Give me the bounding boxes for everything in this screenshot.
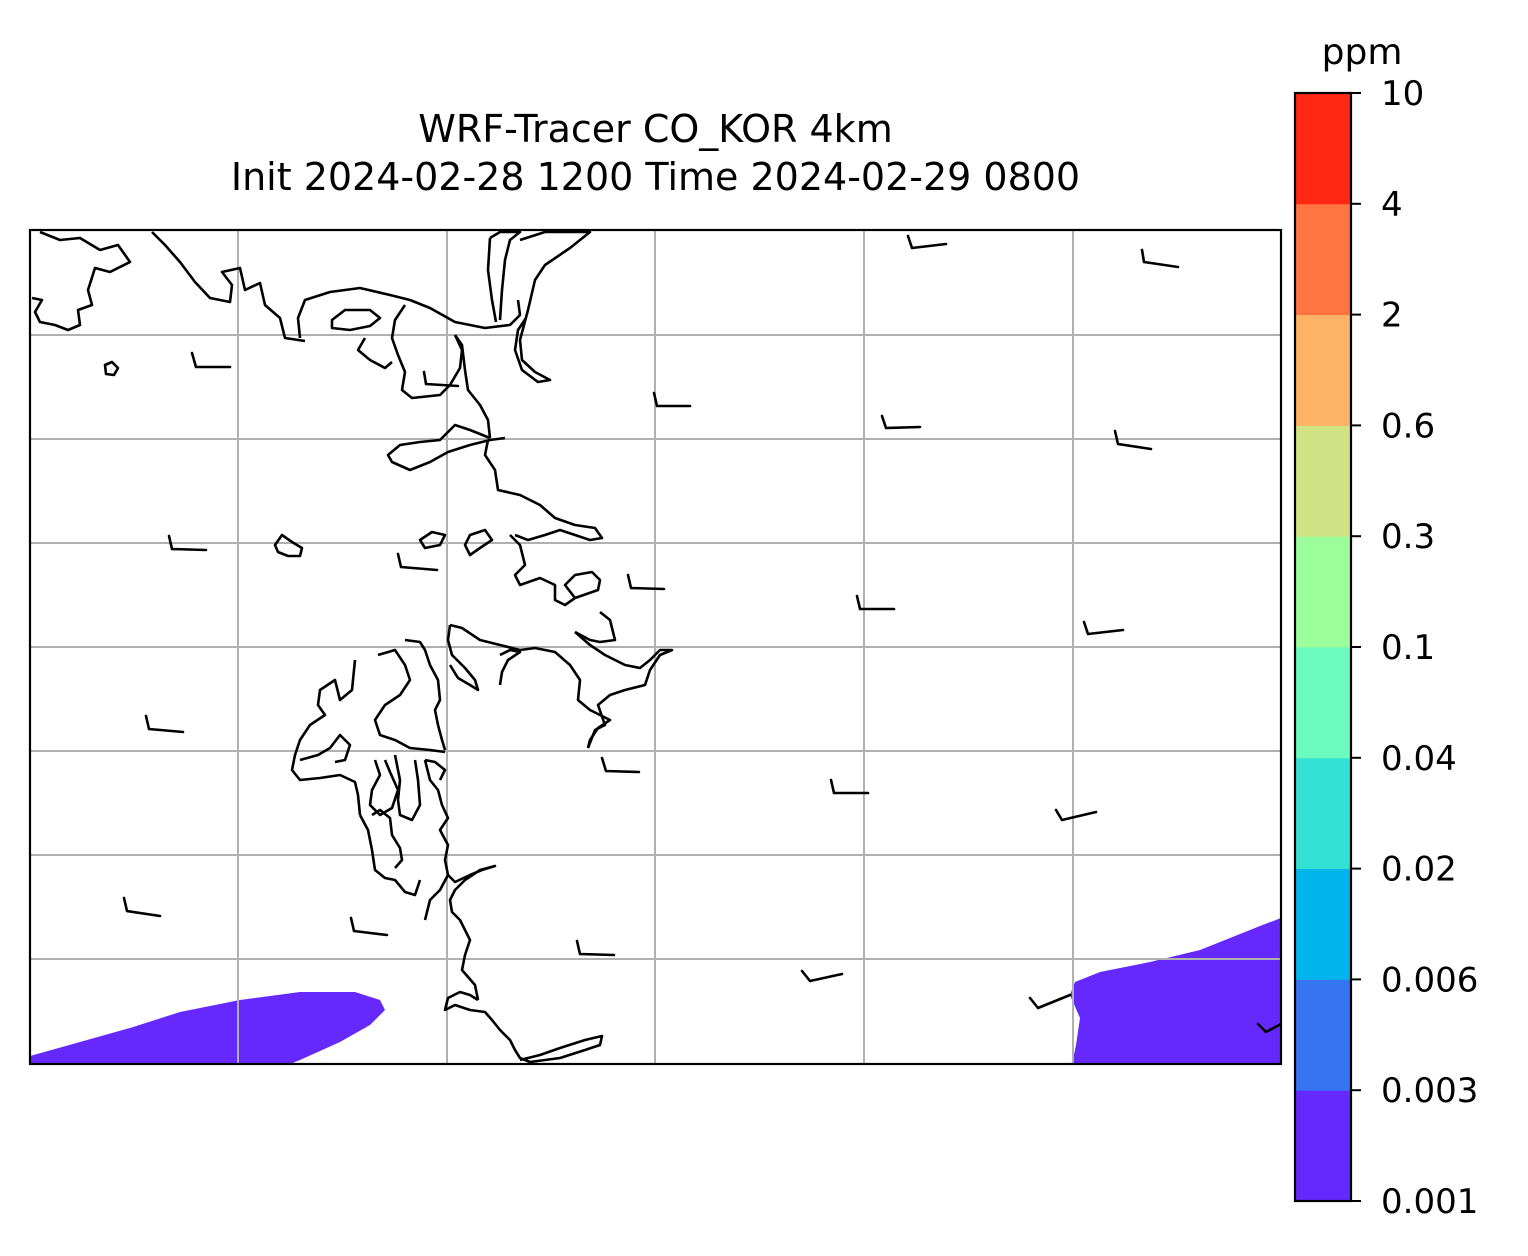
coastlines <box>31 230 674 1064</box>
colorbar: 0.001 0.003 0.006 0.02 0.04 0.1 0.3 0.6 2 4 10 ppm <box>1293 32 1478 1222</box>
colorbar-segment <box>1295 647 1351 759</box>
colorbar-tick-label: 0.001 <box>1381 1182 1478 1222</box>
colorbar-tick-label: 0.04 <box>1381 739 1457 779</box>
colorbar-segment <box>1295 868 1351 980</box>
colorbar-tick-label: 0.3 <box>1381 517 1435 557</box>
map-panel <box>30 230 1281 1064</box>
colorbar-segment <box>1295 314 1351 426</box>
colorbar-segment <box>1295 757 1351 870</box>
colorbar-segment <box>1295 425 1351 537</box>
colorbar-tick-label: 2 <box>1381 296 1403 336</box>
title-line-2: Init 2024-02-28 1200 Time 2024-02-29 080… <box>230 155 1081 199</box>
colorbar-segment <box>1295 979 1351 1091</box>
colorbar-tick-label: 0.003 <box>1381 1071 1478 1111</box>
colorbar-tick-label: 0.02 <box>1381 850 1457 890</box>
colorbar-tick-label: 0.6 <box>1381 406 1435 446</box>
colorbar-unit: ppm <box>1322 32 1403 73</box>
title-line-1: WRF-Tracer CO_KOR 4km <box>418 107 893 151</box>
map-frame <box>28 228 1283 1066</box>
colorbar-segment <box>1295 1090 1351 1202</box>
co-plume-southwest <box>30 992 385 1064</box>
gridlines <box>30 230 1281 1064</box>
colorbar-segment <box>1295 93 1351 205</box>
wind-barbs <box>122 234 1281 1034</box>
colorbar-tick-label: 4 <box>1381 185 1403 225</box>
colorbar-tick-label: 0.006 <box>1381 960 1478 1000</box>
co-plume-southeast <box>1070 918 1281 1064</box>
colorbar-segment <box>1295 203 1351 316</box>
colorbar-tick-label: 10 <box>1381 74 1424 114</box>
colorbar-segment <box>1295 536 1351 648</box>
map-title: WRF-Tracer CO_KOR 4km Init 2024-02-28 12… <box>30 105 1281 201</box>
colorbar-tick-label: 0.1 <box>1381 628 1435 668</box>
